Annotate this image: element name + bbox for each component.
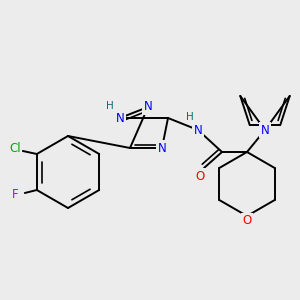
Text: O: O [195, 169, 205, 182]
Text: N: N [144, 100, 152, 113]
Text: H: H [186, 112, 194, 122]
Text: O: O [242, 214, 252, 227]
Text: N: N [194, 124, 202, 136]
Text: H: H [106, 101, 114, 111]
Text: N: N [261, 124, 269, 136]
Text: N: N [158, 142, 166, 154]
Text: F: F [11, 188, 18, 202]
Text: N: N [116, 112, 124, 124]
Text: Cl: Cl [9, 142, 21, 155]
